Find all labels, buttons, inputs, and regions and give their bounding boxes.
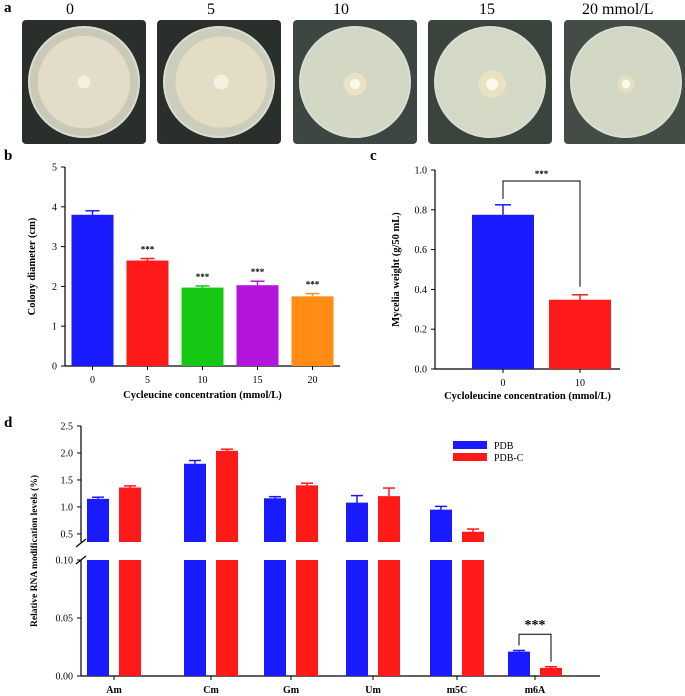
bar-m6A-PDB (508, 651, 530, 676)
y-axis-title: Colony diameter (cm) (27, 217, 38, 315)
bar-Am-PDB-C-upper (119, 487, 141, 542)
legend-label-PDB-C: PDB-C (494, 453, 524, 464)
bar-Gm-PDB-C-upper (296, 485, 318, 542)
chart-colony-diameter: 0 1 2 3 4 5 0 5 *** 10 *** 15 *** 20 *** Cycleucine con… (27, 163, 340, 401)
bar-m5C-PDB-C-upper (462, 531, 484, 542)
bar-Gm-PDB-lower (264, 560, 286, 676)
bar-Am-PDB-upper (87, 498, 109, 542)
x-tick-label: 0 (90, 375, 95, 386)
y-tick-label: 1.5 (61, 475, 74, 486)
x-tick-label: Um (365, 685, 381, 696)
x-tick-label: 10 (575, 378, 585, 389)
significance-label: *** (196, 272, 210, 282)
bar-Gm-PDB-C-lower (296, 560, 318, 676)
y-tick-label: 5 (52, 163, 57, 174)
bar-10 (181, 287, 224, 366)
bar-0 (71, 214, 114, 366)
bar-Cm-PDB-lower (184, 560, 206, 676)
y-tick-label: 0.10 (56, 556, 74, 567)
bar-m5C-PDB-C-lower (462, 560, 484, 676)
y-tick-label: 0.6 (415, 245, 428, 256)
bar-m5C-PDB-upper (430, 509, 452, 542)
significance-label: *** (141, 245, 155, 255)
y-tick-label: 2 (52, 282, 57, 293)
petri-dish-photo-15 (428, 20, 552, 144)
x-tick-label: m5C (447, 685, 468, 696)
x-tick-label: 15 (253, 375, 263, 386)
bar-15 (236, 285, 279, 366)
significance-bracket (502, 180, 581, 287)
y-tick-label: 3 (52, 242, 57, 253)
y-tick-label: 1 (52, 322, 57, 333)
significance-label: *** (525, 618, 546, 633)
y-tick-label: 0.05 (56, 614, 74, 625)
y-tick-label: 0 (52, 362, 57, 373)
x-tick-label: 5 (145, 375, 150, 386)
y-tick-label: 0.00 (56, 672, 74, 683)
y-tick-label: 0.5 (61, 529, 74, 540)
x-tick-label: 20 (308, 375, 318, 386)
legend-swatch-PDB (453, 441, 487, 449)
panel-label-a: a (4, 0, 12, 16)
legend-label-PDB: PDB (494, 441, 514, 452)
x-tick-label: 0 (501, 378, 506, 389)
x-axis-title: Cycleucine concentration (mmol/L) (123, 390, 282, 401)
x-tick-label: Cm (203, 685, 219, 696)
legend-swatch-PDB-C (453, 453, 487, 461)
petri-dish-photo-5 (157, 20, 281, 144)
chart-mycelia-weight: 0.0 0.2 0.4 0.6 0.8 1.0 0 10 *** Cycloleucine con… (391, 166, 620, 402)
y-tick-label: 0.0 (415, 365, 428, 376)
axis-break-mark (75, 538, 87, 548)
bar-20 (291, 296, 334, 366)
significance-label: *** (306, 280, 320, 290)
x-tick-label: Gm (283, 685, 300, 696)
bar-m6A-PDB-C (540, 667, 562, 676)
bar-Am-PDB-C-lower (119, 560, 141, 676)
bar-10 (549, 299, 611, 369)
y-tick-label: 1.0 (415, 166, 428, 177)
concentration-label-15: 15 (479, 1, 495, 18)
bar-m5C-PDB-lower (430, 560, 452, 676)
concentration-label-0: 0 (66, 1, 74, 18)
y-tick-label: 2.0 (61, 448, 74, 459)
y-tick-label: 0.4 (415, 285, 428, 296)
concentration-label-10: 10 (333, 1, 349, 18)
petri-dish-photo-10 (293, 20, 417, 144)
significance-bracket (518, 633, 552, 662)
bar-0 (472, 214, 534, 369)
concentration-label-5: 5 (207, 1, 215, 18)
significance-label: *** (535, 169, 549, 179)
bar-Cm-PDB-upper (184, 463, 206, 542)
bar-Cm-PDB-C-upper (216, 450, 238, 542)
petri-dish-photo-0 (22, 20, 146, 144)
bar-Um-PDB-upper (346, 502, 368, 542)
panel-label-c: c (370, 148, 377, 164)
panel-label-b: b (4, 148, 13, 164)
x-tick-label: m6A (525, 685, 546, 696)
y-tick-label: 0.2 (415, 325, 428, 336)
y-tick-label: 4 (52, 202, 57, 213)
bar-Um-PDB-lower (346, 560, 368, 676)
chart-rna-modification: 0.5 1.0 1.5 2.0 2.5 0.00 0.05 0.10 Am Cm Gm Um m5C m6… (29, 422, 600, 696)
bar-Um-PDB-C-upper (378, 496, 400, 542)
panel-label-d: d (4, 415, 13, 431)
concentration-label-20: 20 mmol/L (582, 1, 654, 18)
bar-Cm-PDB-C-lower (216, 560, 238, 676)
y-tick-label: 1.0 (61, 502, 74, 513)
bar-Am-PDB-lower (87, 560, 109, 676)
bar-Gm-PDB-upper (264, 498, 286, 542)
x-tick-label: 10 (198, 375, 208, 386)
y-axis-title: Relative RNA modification levels (%) (29, 475, 40, 627)
y-axis-title: Mycelia weight (g/50 mL) (391, 212, 402, 327)
x-tick-label: Am (106, 685, 122, 696)
petri-dish-photo-20 (564, 20, 685, 144)
bar-Um-PDB-C-lower (378, 560, 400, 676)
y-tick-label: 0.8 (415, 205, 428, 216)
significance-label: *** (251, 267, 265, 277)
x-axis-title: Cycloleucine concentration (mmol/L) (444, 391, 611, 402)
bar-5 (126, 260, 169, 366)
y-tick-label: 2.5 (61, 422, 74, 433)
